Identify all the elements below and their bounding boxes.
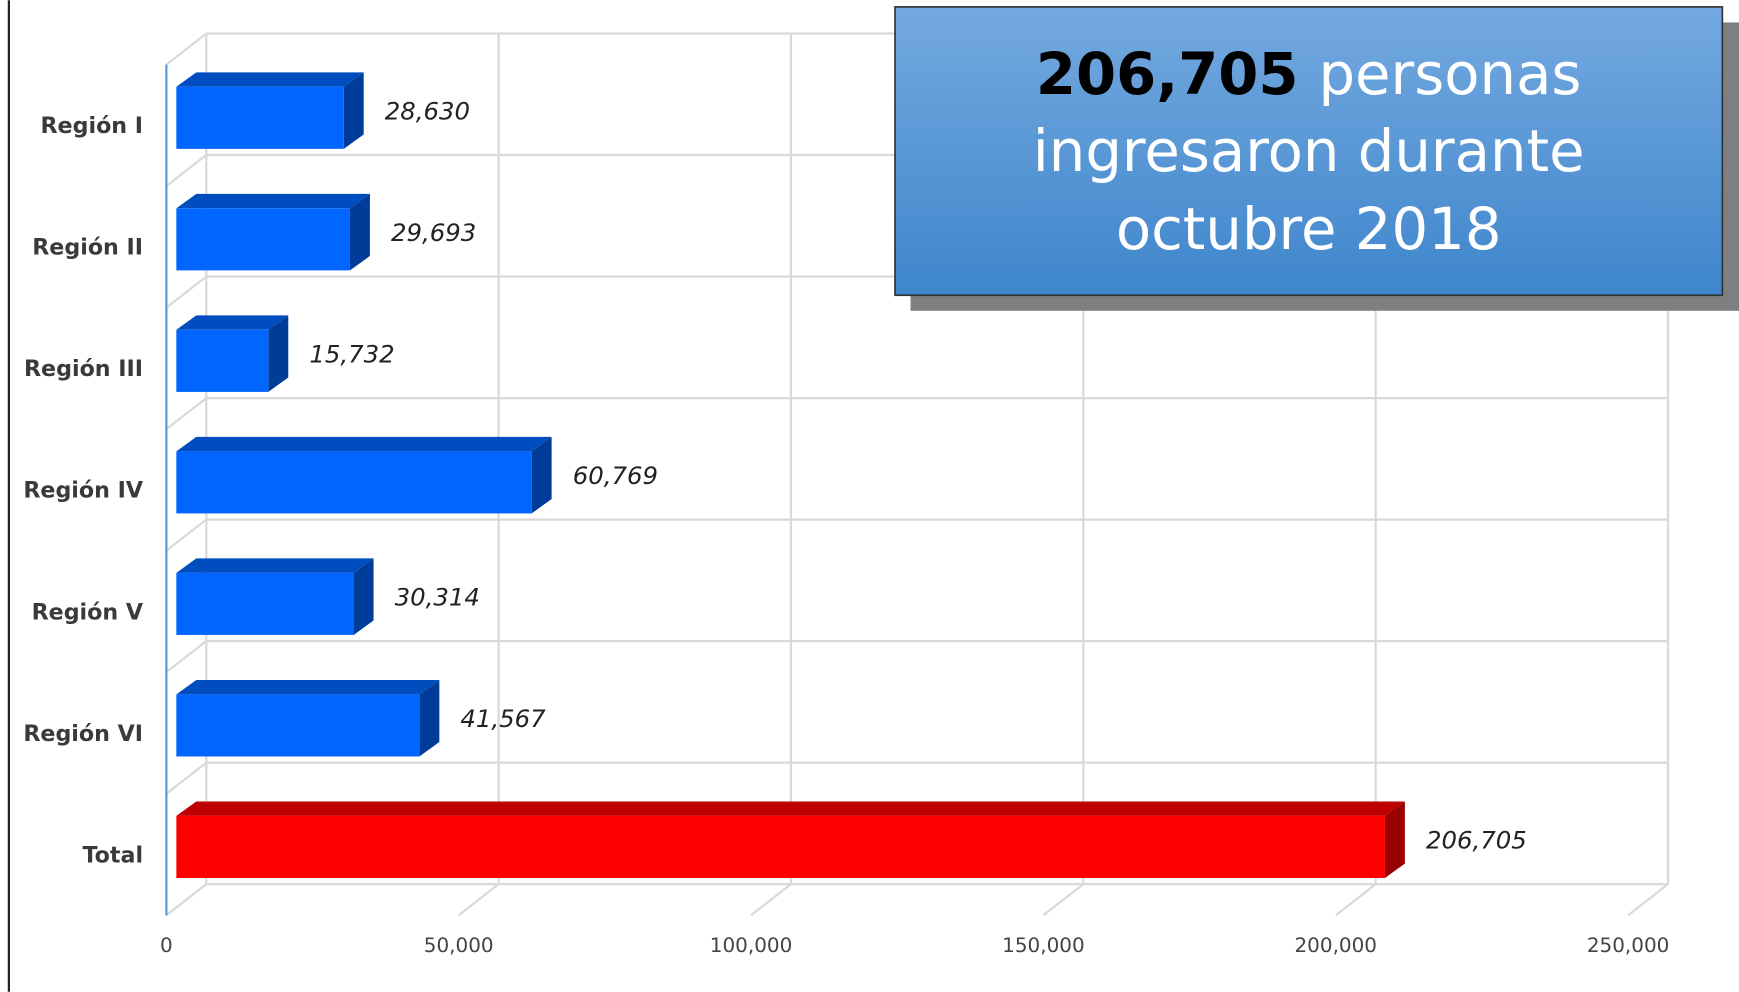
bar [176, 694, 420, 757]
annotation-text: octubre 2018 [1116, 195, 1502, 263]
bar-top [176, 72, 364, 87]
data-label: 60,769 [573, 461, 658, 490]
bar-top [176, 193, 370, 209]
side-wall-line [165, 154, 207, 187]
category-label: Región IV [23, 478, 144, 504]
bar-side [419, 679, 440, 757]
data-label: 28,630 [385, 96, 470, 125]
x-tick-label: 50,000 [424, 933, 494, 957]
annotation-highlight: 206,705 [1036, 39, 1299, 107]
bar [176, 572, 354, 635]
data-label: 29,693 [391, 218, 476, 247]
side-wall-line [165, 761, 207, 795]
bar-top [176, 315, 289, 330]
category-label: Región V [32, 599, 144, 625]
bar-side [1384, 801, 1405, 878]
data-label: 41,567 [460, 704, 546, 733]
category-label: Región VI [23, 721, 143, 747]
bar [176, 329, 269, 392]
annotation-text: 206,705 personas [1036, 39, 1582, 107]
floor-line [1042, 883, 1085, 917]
floor-line [458, 883, 500, 917]
side-wall-line [165, 518, 207, 552]
side-wall-line [165, 32, 207, 66]
side-wall-line [165, 640, 207, 674]
bar-top [176, 436, 552, 452]
annotation-text: ingresaron durante [1033, 117, 1585, 185]
annotation-text: personas [1318, 39, 1581, 107]
bar-side [349, 193, 370, 271]
bar-top [176, 558, 374, 573]
bar-side [531, 436, 552, 514]
category-label: Total [82, 842, 143, 868]
data-label: 206,705 [1426, 825, 1527, 854]
side-wall-line [165, 275, 207, 309]
side-wall-line [165, 397, 207, 431]
category-label: Región III [24, 356, 143, 382]
bar-top [176, 801, 1405, 816]
floor-line [1627, 883, 1669, 917]
bar-side [268, 315, 289, 392]
annotation-box [894, 6, 1724, 297]
floor-line [750, 883, 792, 917]
x-tick-label: 100,000 [710, 933, 793, 957]
bar [176, 86, 344, 149]
floor-line [1335, 883, 1377, 917]
x-tick-label: 250,000 [1587, 933, 1670, 957]
x-tick-label: 0 [160, 933, 173, 957]
x-tick-label: 200,000 [1294, 933, 1377, 957]
bar-top [176, 679, 440, 695]
bar-side [353, 558, 374, 635]
x-tick-label: 150,000 [1002, 933, 1085, 957]
data-label: 30,314 [395, 582, 480, 611]
bar [176, 208, 350, 271]
category-label: Región II [32, 235, 143, 261]
data-label: 15,732 [309, 339, 394, 368]
bar-side [343, 72, 364, 149]
bar [176, 815, 1385, 878]
bar [176, 451, 532, 514]
category-label: Región I [40, 113, 143, 139]
floor-line [165, 883, 207, 917]
